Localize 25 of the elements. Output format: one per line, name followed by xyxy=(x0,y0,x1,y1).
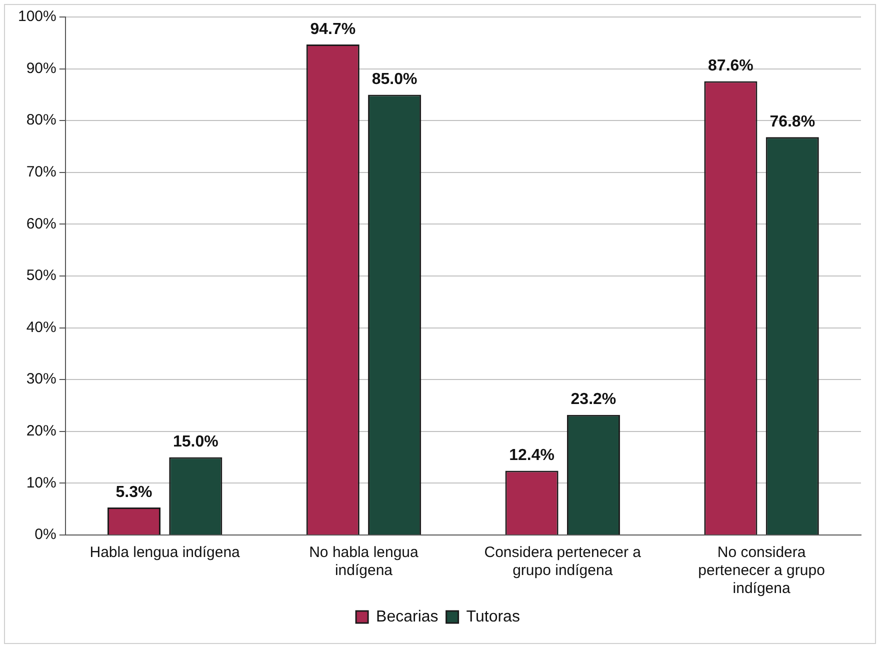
y-tick-label: 50% xyxy=(26,267,56,284)
x-tick-label: Habla lengua indígena xyxy=(90,544,241,562)
y-tick-label: 30% xyxy=(26,370,56,388)
data-label: 12.4% xyxy=(509,447,554,464)
y-tick-label: 20% xyxy=(26,422,56,440)
y-tick-label: 100% xyxy=(18,8,56,26)
legend-label: Tutoras xyxy=(466,608,520,626)
x-tick-label: Considera pertenecer a grupo indígena xyxy=(484,544,642,580)
y-tick-label: 90% xyxy=(26,60,56,77)
data-label: 87.6% xyxy=(708,58,754,75)
data-label: 85.0% xyxy=(372,71,418,88)
y-tick-label: 10% xyxy=(26,474,56,492)
y-tick-label: 40% xyxy=(26,318,56,336)
data-label: 94.7% xyxy=(310,20,356,38)
legend-label: Becarias xyxy=(376,608,438,626)
y-tick-label: 80% xyxy=(26,112,56,129)
data-label: 23.2% xyxy=(570,391,616,408)
x-tick-label: No considera pertenecer a grupo indígena xyxy=(698,544,825,598)
data-label: 76.8% xyxy=(770,114,816,131)
y-tick-label: 70% xyxy=(26,164,56,181)
y-tick-label: 60% xyxy=(26,215,56,232)
data-label: 5.3% xyxy=(116,484,152,501)
y-tick-label: 0% xyxy=(34,526,56,544)
data-label: 15.0% xyxy=(172,434,218,451)
x-tick-label: No habla lengua indígena xyxy=(309,544,420,580)
